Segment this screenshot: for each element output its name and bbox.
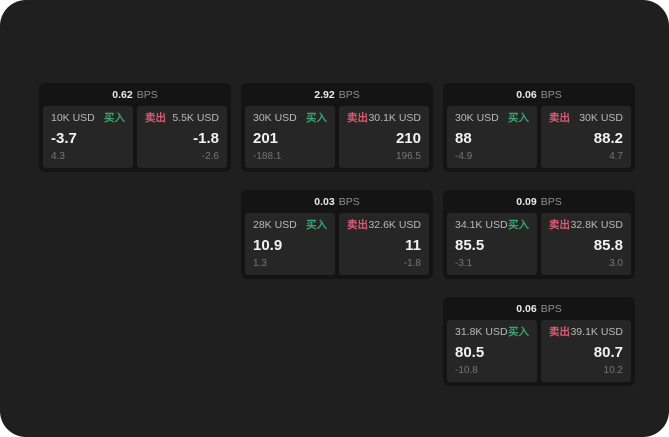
bps-unit-label: BPS [540, 195, 562, 208]
bps-value: 0.03 [314, 195, 335, 208]
buy-price: 88 [455, 129, 472, 147]
buy-amount: 34.1K USD [455, 219, 508, 231]
sell-side-label: 卖出 [145, 112, 166, 124]
buy-amount: 31.8K USD [455, 326, 508, 338]
sell-sub-value: 196.5 [395, 150, 421, 162]
bps-unit-label: BPS [338, 88, 360, 101]
buy-price: 10.9 [253, 236, 283, 254]
sell-price: -1.8 [193, 129, 219, 147]
buy-sub-value: -4.9 [455, 150, 473, 162]
card-body: 34.1K USD 买入 85.5 -3.1 卖出 32.8K USD 85.8… [443, 213, 635, 275]
sell-side-label: 卖出 [549, 112, 570, 124]
buy-quote-panel[interactable]: 30K USD 买入 88 -4.9 [447, 106, 537, 168]
sell-amount: 30.1K USD [368, 112, 421, 124]
card-body: 30K USD 买入 88 -4.9 卖出 30K USD 88.2 4.7 [443, 106, 635, 168]
buy-quote-panel[interactable]: 34.1K USD 买入 85.5 -3.1 [447, 213, 537, 275]
buy-amount: 30K USD [253, 112, 297, 124]
sell-side-label: 卖出 [549, 326, 570, 338]
buy-sub-value: 4.3 [51, 150, 65, 162]
card-header: 2.92 BPS [241, 83, 433, 106]
buy-side-label: 买入 [306, 219, 327, 231]
sell-side-label: 卖出 [347, 112, 368, 124]
card-body: 30K USD 买入 201 -188.1 卖出 30.1K USD 210 1… [241, 106, 433, 168]
bps-unit-label: BPS [540, 88, 562, 101]
sell-sub-value: 10.2 [603, 364, 623, 376]
buy-amount: 10K USD [51, 112, 95, 124]
buy-sub-value: -188.1 [253, 150, 282, 162]
sell-quote-panel[interactable]: 卖出 39.1K USD 80.7 10.2 [541, 320, 631, 382]
bps-value: 2.92 [314, 88, 335, 101]
bps-value: 0.62 [112, 88, 133, 101]
card-body: 10K USD 买入 -3.7 4.3 卖出 5.5K USD -1.8 -2.… [39, 106, 231, 168]
buy-sub-value: -3.1 [455, 257, 473, 269]
sell-price: 210 [395, 129, 421, 147]
sell-sub-value: 4.7 [609, 150, 623, 162]
sell-amount: 32.6K USD [368, 219, 421, 231]
card-header: 0.06 BPS [443, 297, 635, 320]
sell-price: 80.7 [593, 343, 623, 361]
buy-side-label: 买入 [306, 112, 327, 124]
quote-card-1: 0.62 BPS 10K USD 买入 -3.7 4.3 卖出 5.5K USD… [39, 83, 231, 172]
sell-price: 85.8 [593, 236, 623, 254]
buy-amount: 30K USD [455, 112, 499, 124]
sell-price: 11 [405, 236, 421, 254]
quote-card-3: 0.06 BPS 30K USD 买入 88 -4.9 卖出 30K USD 8… [443, 83, 635, 172]
card-body: 31.8K USD 买入 80.5 -10.8 卖出 39.1K USD 80.… [443, 320, 635, 382]
sell-price: 88.2 [593, 129, 623, 147]
bps-unit-label: BPS [136, 88, 158, 101]
buy-sub-value: 1.3 [253, 257, 267, 269]
card-header: 0.62 BPS [39, 83, 231, 106]
card-header: 0.03 BPS [241, 190, 433, 213]
sell-quote-panel[interactable]: 卖出 30K USD 88.2 4.7 [541, 106, 631, 168]
card-header: 0.06 BPS [443, 83, 635, 106]
sell-quote-panel[interactable]: 卖出 5.5K USD -1.8 -2.6 [137, 106, 227, 168]
bps-value: 0.06 [516, 88, 537, 101]
sell-quote-panel[interactable]: 卖出 32.8K USD 85.8 3.0 [541, 213, 631, 275]
sell-side-label: 卖出 [549, 219, 570, 231]
buy-price: 80.5 [455, 343, 485, 361]
buy-side-label: 买入 [508, 112, 529, 124]
buy-price: 201 [253, 129, 279, 147]
buy-side-label: 买入 [508, 219, 529, 231]
bps-unit-label: BPS [338, 195, 360, 208]
buy-quote-panel[interactable]: 30K USD 买入 201 -188.1 [245, 106, 335, 168]
sell-sub-value: -1.8 [403, 257, 421, 269]
sell-amount: 5.5K USD [172, 112, 219, 124]
buy-quote-panel[interactable]: 10K USD 买入 -3.7 4.3 [43, 106, 133, 168]
bps-value: 0.09 [516, 195, 537, 208]
quote-card-4: 0.03 BPS 28K USD 买入 10.9 1.3 卖出 32.6K US… [241, 190, 433, 279]
sell-side-label: 卖出 [347, 219, 368, 231]
buy-price: 85.5 [455, 236, 485, 254]
buy-sub-value: -10.8 [455, 364, 478, 376]
buy-quote-panel[interactable]: 28K USD 买入 10.9 1.3 [245, 213, 335, 275]
buy-quote-panel[interactable]: 31.8K USD 买入 80.5 -10.8 [447, 320, 537, 382]
bps-unit-label: BPS [540, 302, 562, 315]
sell-amount: 39.1K USD [570, 326, 623, 338]
buy-side-label: 买入 [104, 112, 125, 124]
quote-card-5: 0.09 BPS 34.1K USD 买入 85.5 -3.1 卖出 32.8K… [443, 190, 635, 279]
buy-side-label: 买入 [508, 326, 529, 338]
sell-sub-value: 3.0 [609, 257, 623, 269]
card-body: 28K USD 买入 10.9 1.3 卖出 32.6K USD 11 -1.8 [241, 213, 433, 275]
buy-amount: 28K USD [253, 219, 297, 231]
sell-amount: 30K USD [579, 112, 623, 124]
sell-amount: 32.8K USD [570, 219, 623, 231]
sell-sub-value: -2.6 [201, 150, 219, 162]
buy-price: -3.7 [51, 129, 77, 147]
card-header: 0.09 BPS [443, 190, 635, 213]
quote-card-2: 2.92 BPS 30K USD 买入 201 -188.1 卖出 30.1K … [241, 83, 433, 172]
bps-value: 0.06 [516, 302, 537, 315]
sell-quote-panel[interactable]: 卖出 32.6K USD 11 -1.8 [339, 213, 429, 275]
quote-card-6: 0.06 BPS 31.8K USD 买入 80.5 -10.8 卖出 39.1… [443, 297, 635, 386]
sell-quote-panel[interactable]: 卖出 30.1K USD 210 196.5 [339, 106, 429, 168]
